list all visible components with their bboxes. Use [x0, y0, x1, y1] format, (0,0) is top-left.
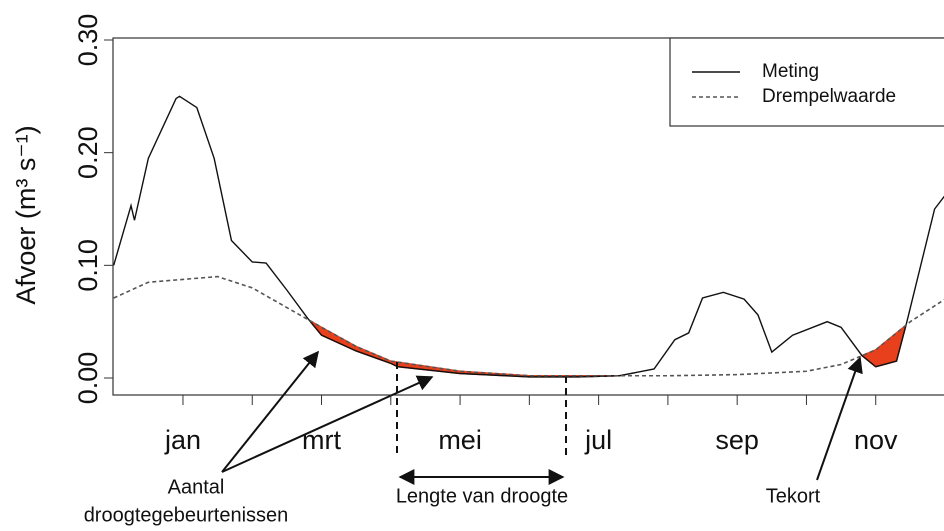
- y-tick-label: 0.30: [73, 14, 103, 67]
- annotation: droogtegebeurtenissen: [84, 504, 289, 526]
- legend-label: Drempelwaarde: [762, 86, 896, 107]
- annotation: Tekort: [766, 485, 821, 507]
- legend-label: Meting: [762, 61, 819, 82]
- x-tick-label: jan: [164, 425, 201, 455]
- y-tick-label: 0.10: [73, 239, 103, 292]
- deficit-area: [308, 319, 620, 378]
- y-tick-label: 0.00: [73, 352, 103, 405]
- x-tick-label: mrt: [302, 425, 341, 455]
- annotation: Lengte van droogte: [396, 485, 568, 507]
- series-line: [113, 275, 944, 377]
- plot-frame: [112, 37, 944, 396]
- event-arrow: [221, 350, 319, 473]
- x-tick-label: nov: [854, 425, 898, 455]
- x-tick-label: sep: [715, 425, 759, 455]
- legend-box: [669, 37, 944, 127]
- series-line: [113, 95, 944, 378]
- deficit-arrow: [816, 356, 863, 481]
- y-tick-label: 0.20: [73, 126, 103, 179]
- annotation: Aantal: [168, 476, 225, 498]
- x-tick-label: mei: [438, 425, 482, 455]
- y-axis-label: Afvoer (m³ s⁻¹): [11, 125, 41, 304]
- event-arrow: [221, 375, 434, 473]
- x-tick-label: jul: [584, 425, 612, 455]
